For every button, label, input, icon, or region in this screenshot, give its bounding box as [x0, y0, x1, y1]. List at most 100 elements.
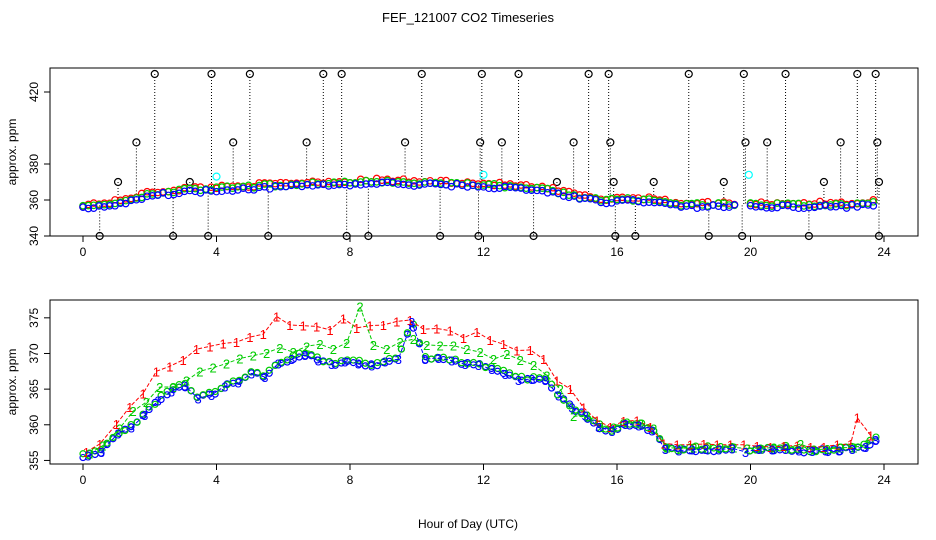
- bottom-green-point: [313, 353, 321, 361]
- bottom-green-point: [157, 391, 165, 399]
- bottom-red-marker: 1: [867, 428, 874, 443]
- bottom-green-point: [271, 361, 279, 370]
- bottom-red-marker: 1: [567, 382, 574, 397]
- bottom-green-point: [638, 419, 646, 427]
- bottom-x-axis: 0 4 8 12 16 20 24: [80, 464, 891, 487]
- spike-high-point: [417, 69, 426, 79]
- outlier-point: [873, 138, 882, 147]
- bottom-blue-marker: 3: [755, 442, 762, 457]
- bottom-green-marker: 2: [223, 356, 230, 371]
- bottom-red-marker: 1: [83, 445, 90, 460]
- top-blue-point: [116, 199, 125, 207]
- bottom-red-marker: 1: [380, 318, 387, 333]
- top-blue-point: [319, 180, 328, 189]
- spike-high-point: [319, 69, 328, 79]
- outlier-point: [302, 138, 311, 147]
- top-blue-point: [597, 198, 605, 207]
- top-blue-point: [501, 182, 509, 191]
- bottom-blue-marker: 3: [515, 373, 522, 388]
- top-blue-point: [223, 186, 231, 194]
- top-blue-point: [581, 194, 589, 203]
- bottom-green-marker: 2: [690, 441, 697, 456]
- bottom-blue-marker: 3: [862, 440, 869, 455]
- spike-low-point: [529, 231, 538, 241]
- outlier-point: [113, 177, 123, 187]
- bottom-blue-marker: 3: [315, 354, 322, 369]
- top-blue-point: [511, 183, 520, 192]
- top-green-point: [100, 200, 109, 209]
- top-data-marks: [79, 69, 884, 241]
- spike-high-point: [337, 69, 346, 79]
- top-red-point: [757, 198, 765, 206]
- top-blue-point: [367, 179, 376, 188]
- top-panel: approx. ppm 0 4 8 12 16 20 24 340 360 380 420: [5, 67, 919, 259]
- bottom-red-marker: 1: [286, 318, 293, 333]
- top-blue-point: [752, 203, 760, 211]
- bottom-red-marker: 1: [727, 438, 734, 453]
- top-blue-point: [143, 192, 151, 201]
- bottom-green-marker: 2: [183, 374, 190, 389]
- top-green-point: [645, 195, 653, 203]
- bottom-green-point: [872, 433, 880, 441]
- outlier-point: [609, 177, 618, 187]
- bottom-green-marker: 2: [156, 380, 163, 395]
- top-blue-point: [842, 204, 851, 212]
- top-y-tick-label: 360: [27, 190, 41, 210]
- bottom-blue-marker: 3: [809, 444, 816, 459]
- bottom-red-marker: 1: [153, 364, 160, 379]
- bottom-green-point: [704, 442, 712, 450]
- outlier-point: [400, 138, 410, 147]
- bottom-red-marker: 1: [593, 414, 600, 429]
- top-blue-point: [314, 180, 322, 189]
- top-blue-point: [218, 187, 226, 196]
- bottom-red-marker: 1: [233, 335, 240, 350]
- bottom-green-marker: 2: [196, 364, 203, 379]
- bottom-red-marker: 1: [246, 330, 253, 345]
- top-blue-point: [565, 193, 573, 202]
- top-blue-point: [169, 190, 178, 199]
- top-green-point: [89, 201, 98, 210]
- spike-low-point: [611, 231, 620, 241]
- bottom-green-marker: 2: [503, 347, 510, 362]
- top-blue-point: [479, 183, 488, 191]
- bottom-green-marker: 2: [557, 382, 564, 397]
- spike-low-point: [704, 231, 713, 241]
- bottom-y-tick-label: 360: [27, 414, 41, 434]
- bottom-blue-marker: 3: [795, 443, 802, 458]
- bottom-green-marker: 2: [396, 335, 403, 350]
- bottom-blue-point: [145, 405, 153, 414]
- top-red-point: [703, 197, 712, 206]
- bottom-blue-marker: 3: [622, 417, 629, 432]
- bottom-blue-point: [127, 423, 135, 431]
- bottom-green-marker: 2: [169, 380, 176, 395]
- bottom-red-marker: 1: [847, 437, 854, 452]
- bottom-blue-marker: 3: [221, 379, 228, 394]
- bottom-blue-marker: 3: [488, 362, 495, 377]
- spike-low-point: [169, 231, 178, 241]
- bottom-blue-point: [547, 384, 556, 392]
- bottom-green-point: [211, 387, 219, 396]
- bottom-red-marker: 1: [780, 439, 787, 454]
- bottom-green-point: [602, 425, 610, 433]
- bottom-red-marker: 1: [406, 313, 413, 328]
- bottom-red-marker: 1: [353, 321, 360, 336]
- bottom-green-line: [89, 304, 868, 454]
- bottom-blue-marker: 3: [648, 423, 655, 438]
- spike-low-point: [364, 231, 373, 241]
- top-x-tick-label: 24: [877, 245, 891, 259]
- outlier-point: [719, 177, 728, 187]
- bottom-green-point: [361, 359, 369, 367]
- bottom-x-tick-label: 16: [610, 473, 624, 487]
- bottom-blue-point: [409, 324, 418, 332]
- top-blue-point: [463, 183, 472, 191]
- bottom-green-marker: 2: [383, 342, 390, 357]
- bottom-green-marker: 2: [356, 299, 363, 314]
- top-blue-point: [858, 200, 867, 209]
- bottom-blue-marker: 3: [822, 443, 829, 458]
- bottom-y-tick-label: 375: [27, 307, 41, 327]
- bottom-red-marker: 1: [854, 411, 861, 426]
- bottom-green-point: [85, 452, 93, 460]
- bottom-blue-marker: 3: [528, 372, 535, 387]
- top-x-tick-label: 20: [744, 245, 758, 259]
